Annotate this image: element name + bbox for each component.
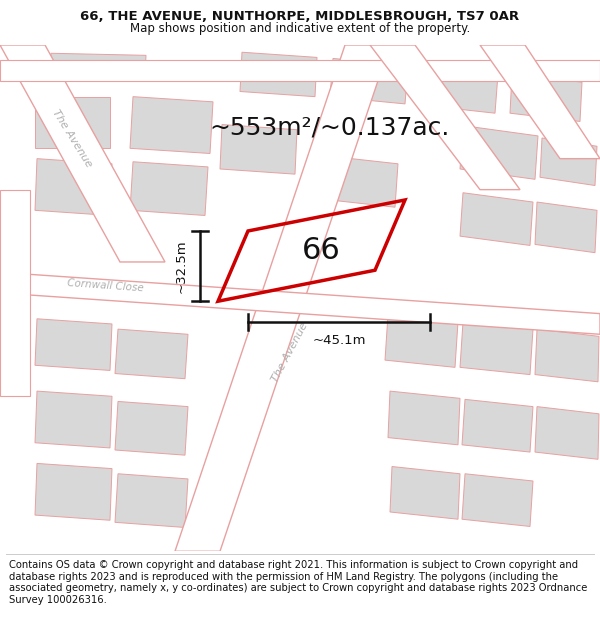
Polygon shape <box>330 157 398 208</box>
Polygon shape <box>115 401 188 455</box>
Polygon shape <box>420 66 498 113</box>
Polygon shape <box>480 45 600 159</box>
Text: Cornwall Close: Cornwall Close <box>67 278 143 293</box>
Text: 66: 66 <box>302 236 341 265</box>
Polygon shape <box>35 159 112 216</box>
Polygon shape <box>330 58 408 104</box>
Polygon shape <box>510 74 582 121</box>
Polygon shape <box>460 322 533 374</box>
Polygon shape <box>115 474 188 528</box>
Polygon shape <box>462 399 533 452</box>
Polygon shape <box>115 329 188 379</box>
Polygon shape <box>130 97 213 154</box>
Text: The Avenue: The Avenue <box>50 107 94 169</box>
Polygon shape <box>460 126 538 179</box>
Polygon shape <box>535 202 597 252</box>
Text: ~45.1m: ~45.1m <box>312 334 366 348</box>
Text: ~553m²/~0.137ac.: ~553m²/~0.137ac. <box>210 116 450 139</box>
Text: ~32.5m: ~32.5m <box>175 239 188 293</box>
Polygon shape <box>240 52 317 97</box>
Text: Map shows position and indicative extent of the property.: Map shows position and indicative extent… <box>130 22 470 35</box>
Polygon shape <box>540 138 597 186</box>
Text: 66, THE AVENUE, NUNTHORPE, MIDDLESBROUGH, TS7 0AR: 66, THE AVENUE, NUNTHORPE, MIDDLESBROUGH… <box>80 10 520 23</box>
Polygon shape <box>175 45 390 551</box>
Polygon shape <box>35 319 112 371</box>
Text: The Avenue: The Avenue <box>270 321 310 384</box>
Polygon shape <box>390 466 460 519</box>
Polygon shape <box>0 189 30 396</box>
Polygon shape <box>0 61 600 81</box>
Polygon shape <box>50 53 146 78</box>
Polygon shape <box>370 45 520 189</box>
Text: Contains OS data © Crown copyright and database right 2021. This information is : Contains OS data © Crown copyright and d… <box>9 560 587 605</box>
Polygon shape <box>35 391 112 448</box>
Polygon shape <box>220 124 297 174</box>
Polygon shape <box>388 391 460 445</box>
Polygon shape <box>35 97 110 148</box>
Polygon shape <box>35 463 112 520</box>
Polygon shape <box>460 192 533 246</box>
Polygon shape <box>535 407 599 459</box>
Polygon shape <box>130 162 208 216</box>
Polygon shape <box>385 314 458 368</box>
Polygon shape <box>535 329 599 382</box>
Polygon shape <box>462 474 533 526</box>
Polygon shape <box>0 45 165 262</box>
Polygon shape <box>0 272 600 334</box>
